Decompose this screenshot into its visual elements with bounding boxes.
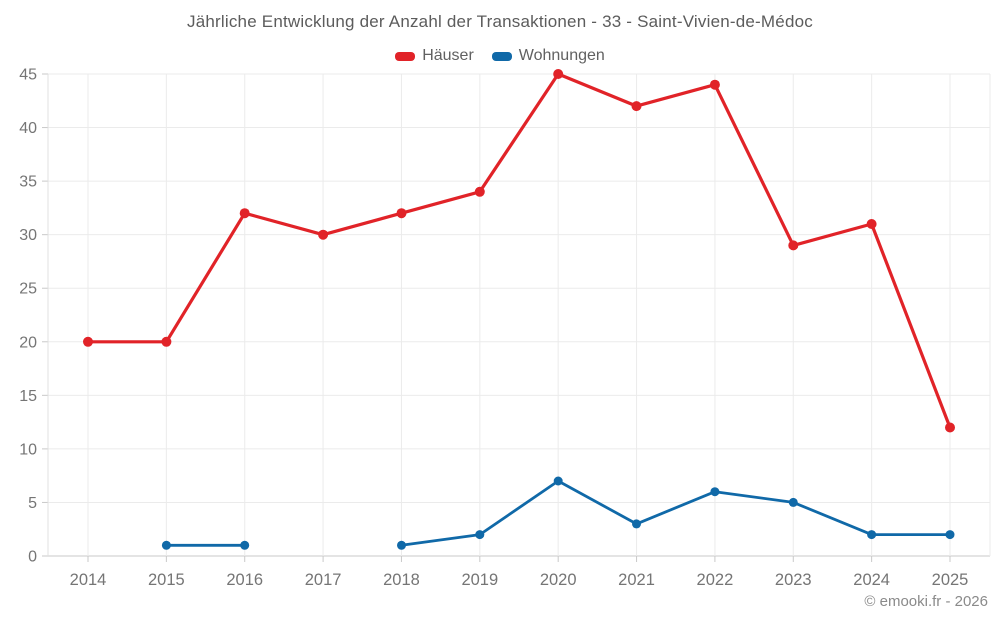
y-tick-label: 45 bbox=[19, 67, 37, 84]
legend: Häuser Wohnungen bbox=[0, 46, 1000, 66]
x-tick-label: 2021 bbox=[618, 571, 655, 589]
data-point-hauser-2020[interactable] bbox=[553, 69, 564, 79]
y-tick-label: 25 bbox=[19, 281, 37, 298]
data-point-hauser-2015[interactable] bbox=[161, 336, 172, 347]
x-tick-label: 2024 bbox=[853, 571, 890, 589]
x-tick-label: 2017 bbox=[305, 571, 342, 589]
y-tick-label: 40 bbox=[19, 120, 37, 137]
data-point-hauser-2017[interactable] bbox=[318, 229, 329, 240]
x-tick-label: 2016 bbox=[226, 571, 263, 589]
x-tick-label: 2020 bbox=[540, 571, 577, 589]
data-point-wohnungen-2015[interactable] bbox=[161, 540, 171, 550]
series-line-hauser bbox=[86, 72, 952, 430]
x-tick-label: 2014 bbox=[70, 571, 107, 589]
data-point-wohnungen-2016[interactable] bbox=[240, 540, 250, 550]
data-point-hauser-2025[interactable] bbox=[945, 422, 955, 433]
data-point-hauser-2022[interactable] bbox=[709, 79, 720, 90]
data-point-hauser-2019[interactable] bbox=[474, 186, 485, 197]
x-tick-label: 2023 bbox=[775, 571, 812, 589]
data-point-hauser-2014[interactable] bbox=[83, 336, 93, 347]
x-tick-label: 2025 bbox=[932, 571, 969, 589]
x-tick-label: 2015 bbox=[148, 571, 185, 589]
y-tick-label: 15 bbox=[19, 388, 37, 405]
data-point-hauser-2024[interactable] bbox=[866, 219, 877, 229]
y-tick-label: 30 bbox=[19, 227, 37, 244]
x-tick-label: 2019 bbox=[461, 571, 498, 589]
y-tick-label: 5 bbox=[28, 495, 37, 512]
data-point-hauser-2018[interactable] bbox=[396, 208, 407, 219]
data-point-wohnungen-2020[interactable] bbox=[553, 476, 563, 486]
data-point-wohnungen-2023[interactable] bbox=[788, 497, 798, 507]
chart-title: Jährliche Entwicklung der Anzahl der Tra… bbox=[187, 12, 813, 31]
series-line-wohnungen bbox=[165, 479, 952, 547]
legend-label: Wohnungen bbox=[518, 47, 605, 64]
y-tick-label: 0 bbox=[28, 549, 37, 566]
legend-swatch-icon bbox=[491, 51, 512, 61]
legend-label: Häuser bbox=[422, 47, 474, 64]
data-point-hauser-2023[interactable] bbox=[788, 240, 799, 251]
y-tick-label: 35 bbox=[19, 174, 37, 191]
data-point-hauser-2016[interactable] bbox=[239, 208, 250, 219]
y-tick-label: 10 bbox=[19, 441, 37, 458]
x-tick-label: 2022 bbox=[697, 571, 734, 589]
data-point-wohnungen-2021[interactable] bbox=[632, 519, 641, 529]
data-point-wohnungen-2024[interactable] bbox=[867, 530, 877, 540]
x-tick-label: 2018 bbox=[383, 571, 420, 589]
data-point-wohnungen-2018[interactable] bbox=[397, 540, 406, 550]
data-point-wohnungen-2019[interactable] bbox=[475, 530, 485, 540]
y-tick-label: 20 bbox=[19, 334, 37, 351]
data-point-hauser-2021[interactable] bbox=[631, 101, 642, 112]
legend-swatch-icon bbox=[395, 51, 416, 61]
data-point-wohnungen-2025[interactable] bbox=[945, 530, 955, 540]
attribution: © emooki.fr - 2026 bbox=[864, 593, 988, 610]
legend-item-wohnungen[interactable]: Wohnungen bbox=[491, 47, 605, 65]
legend-item-hauser[interactable]: Häuser bbox=[395, 47, 474, 65]
data-point-wohnungen-2022[interactable] bbox=[710, 487, 720, 497]
